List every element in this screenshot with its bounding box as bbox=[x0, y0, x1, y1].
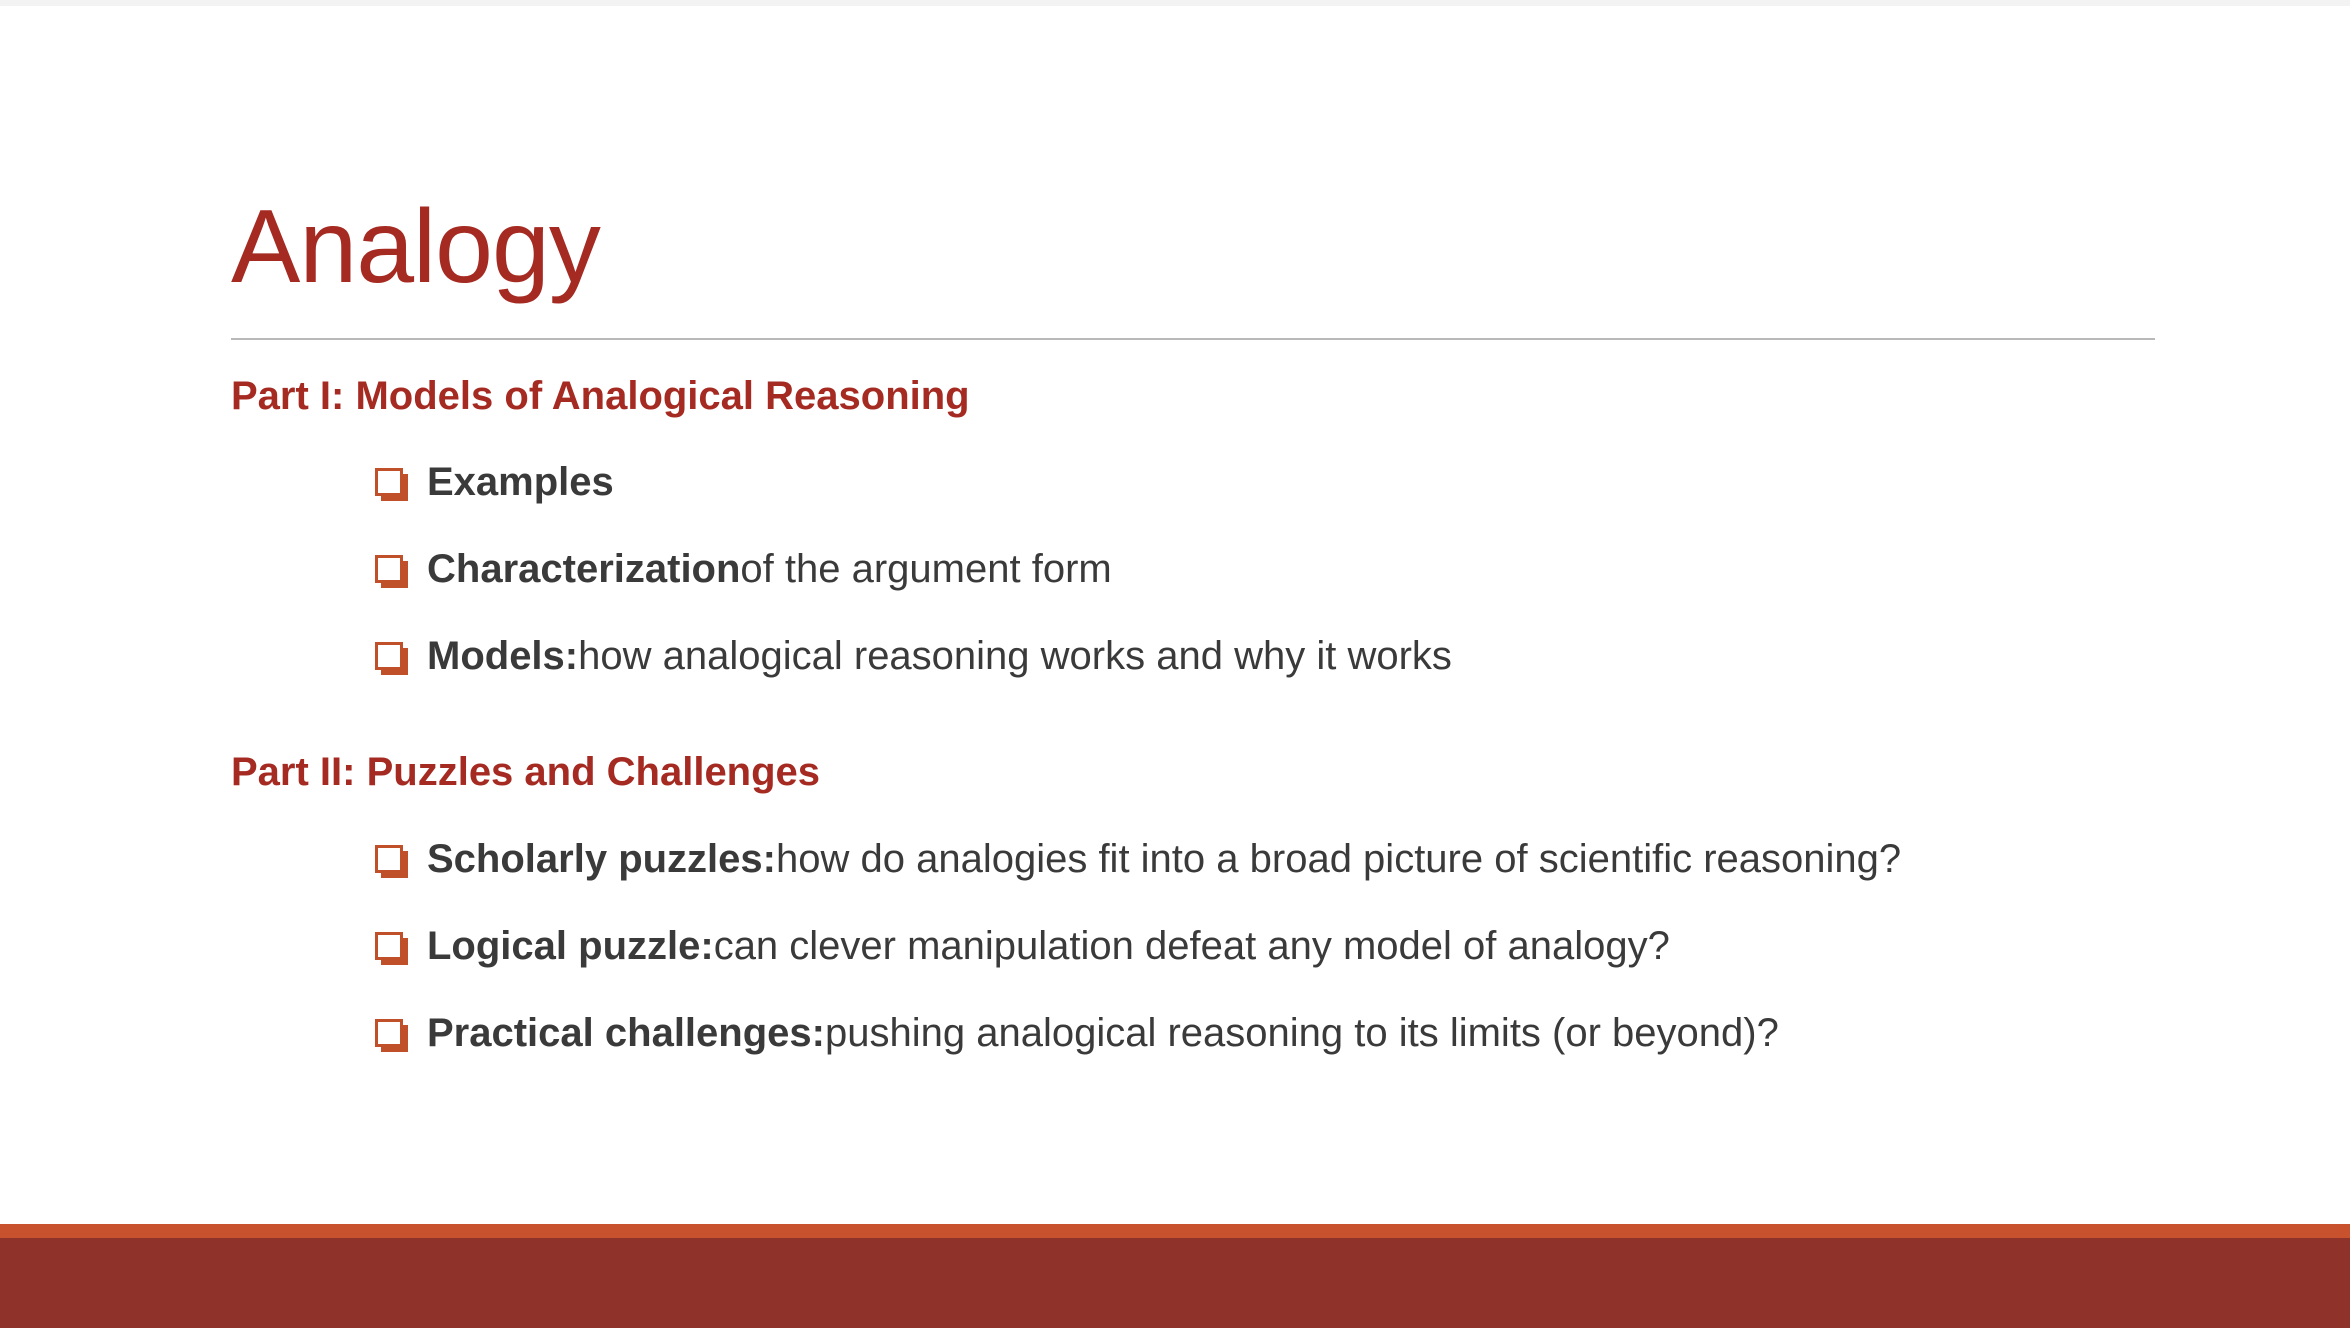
checkbox-square-icon bbox=[375, 555, 408, 588]
checkbox-square-icon bbox=[375, 932, 408, 965]
section-heading-part-2: Part II: Puzzles and Challenges bbox=[231, 750, 821, 794]
list-item-text: can clever manipulation defeat any model… bbox=[713, 924, 1670, 968]
checkbox-square-icon bbox=[375, 642, 408, 675]
checkbox-square-icon bbox=[375, 468, 408, 501]
list-item-bold: Scholarly puzzles: bbox=[427, 837, 776, 881]
list-item-text: pushing analogical reasoning to its limi… bbox=[824, 1011, 1779, 1055]
list-item: Examples bbox=[375, 462, 614, 502]
list-item-text: how do analogies fit into a broad pictur… bbox=[775, 837, 1902, 881]
list-item-text: how analogical reasoning works and why i… bbox=[578, 634, 1452, 678]
list-item: Logical puzzle: can clever manipulation … bbox=[375, 926, 1670, 966]
list-item-bold: Characterization bbox=[427, 547, 741, 591]
list-item-text: of the argument form bbox=[740, 547, 1112, 591]
list-item-bold: Models: bbox=[427, 634, 579, 678]
list-item: Scholarly puzzles: how do analogies fit … bbox=[375, 839, 1901, 879]
list-item: Practical challenges: pushing analogical… bbox=[375, 1013, 1779, 1053]
top-strip bbox=[0, 0, 2350, 6]
list-item-bold: Examples bbox=[427, 460, 614, 504]
footer-band bbox=[0, 1238, 2350, 1328]
checkbox-square-icon bbox=[375, 1019, 408, 1052]
footer-accent-stripe bbox=[0, 1224, 2350, 1238]
section-heading-part-1: Part I: Models of Analogical Reasoning bbox=[231, 374, 970, 418]
list-item-bold: Logical puzzle: bbox=[427, 924, 714, 968]
title-divider bbox=[231, 338, 2155, 340]
checkbox-square-icon bbox=[375, 845, 408, 878]
list-item-bold: Practical challenges: bbox=[427, 1011, 825, 1055]
slide-title: Analogy bbox=[231, 189, 601, 305]
list-item: Characterization of the argument form bbox=[375, 549, 1112, 589]
list-item: Models: how analogical reasoning works a… bbox=[375, 636, 1452, 676]
